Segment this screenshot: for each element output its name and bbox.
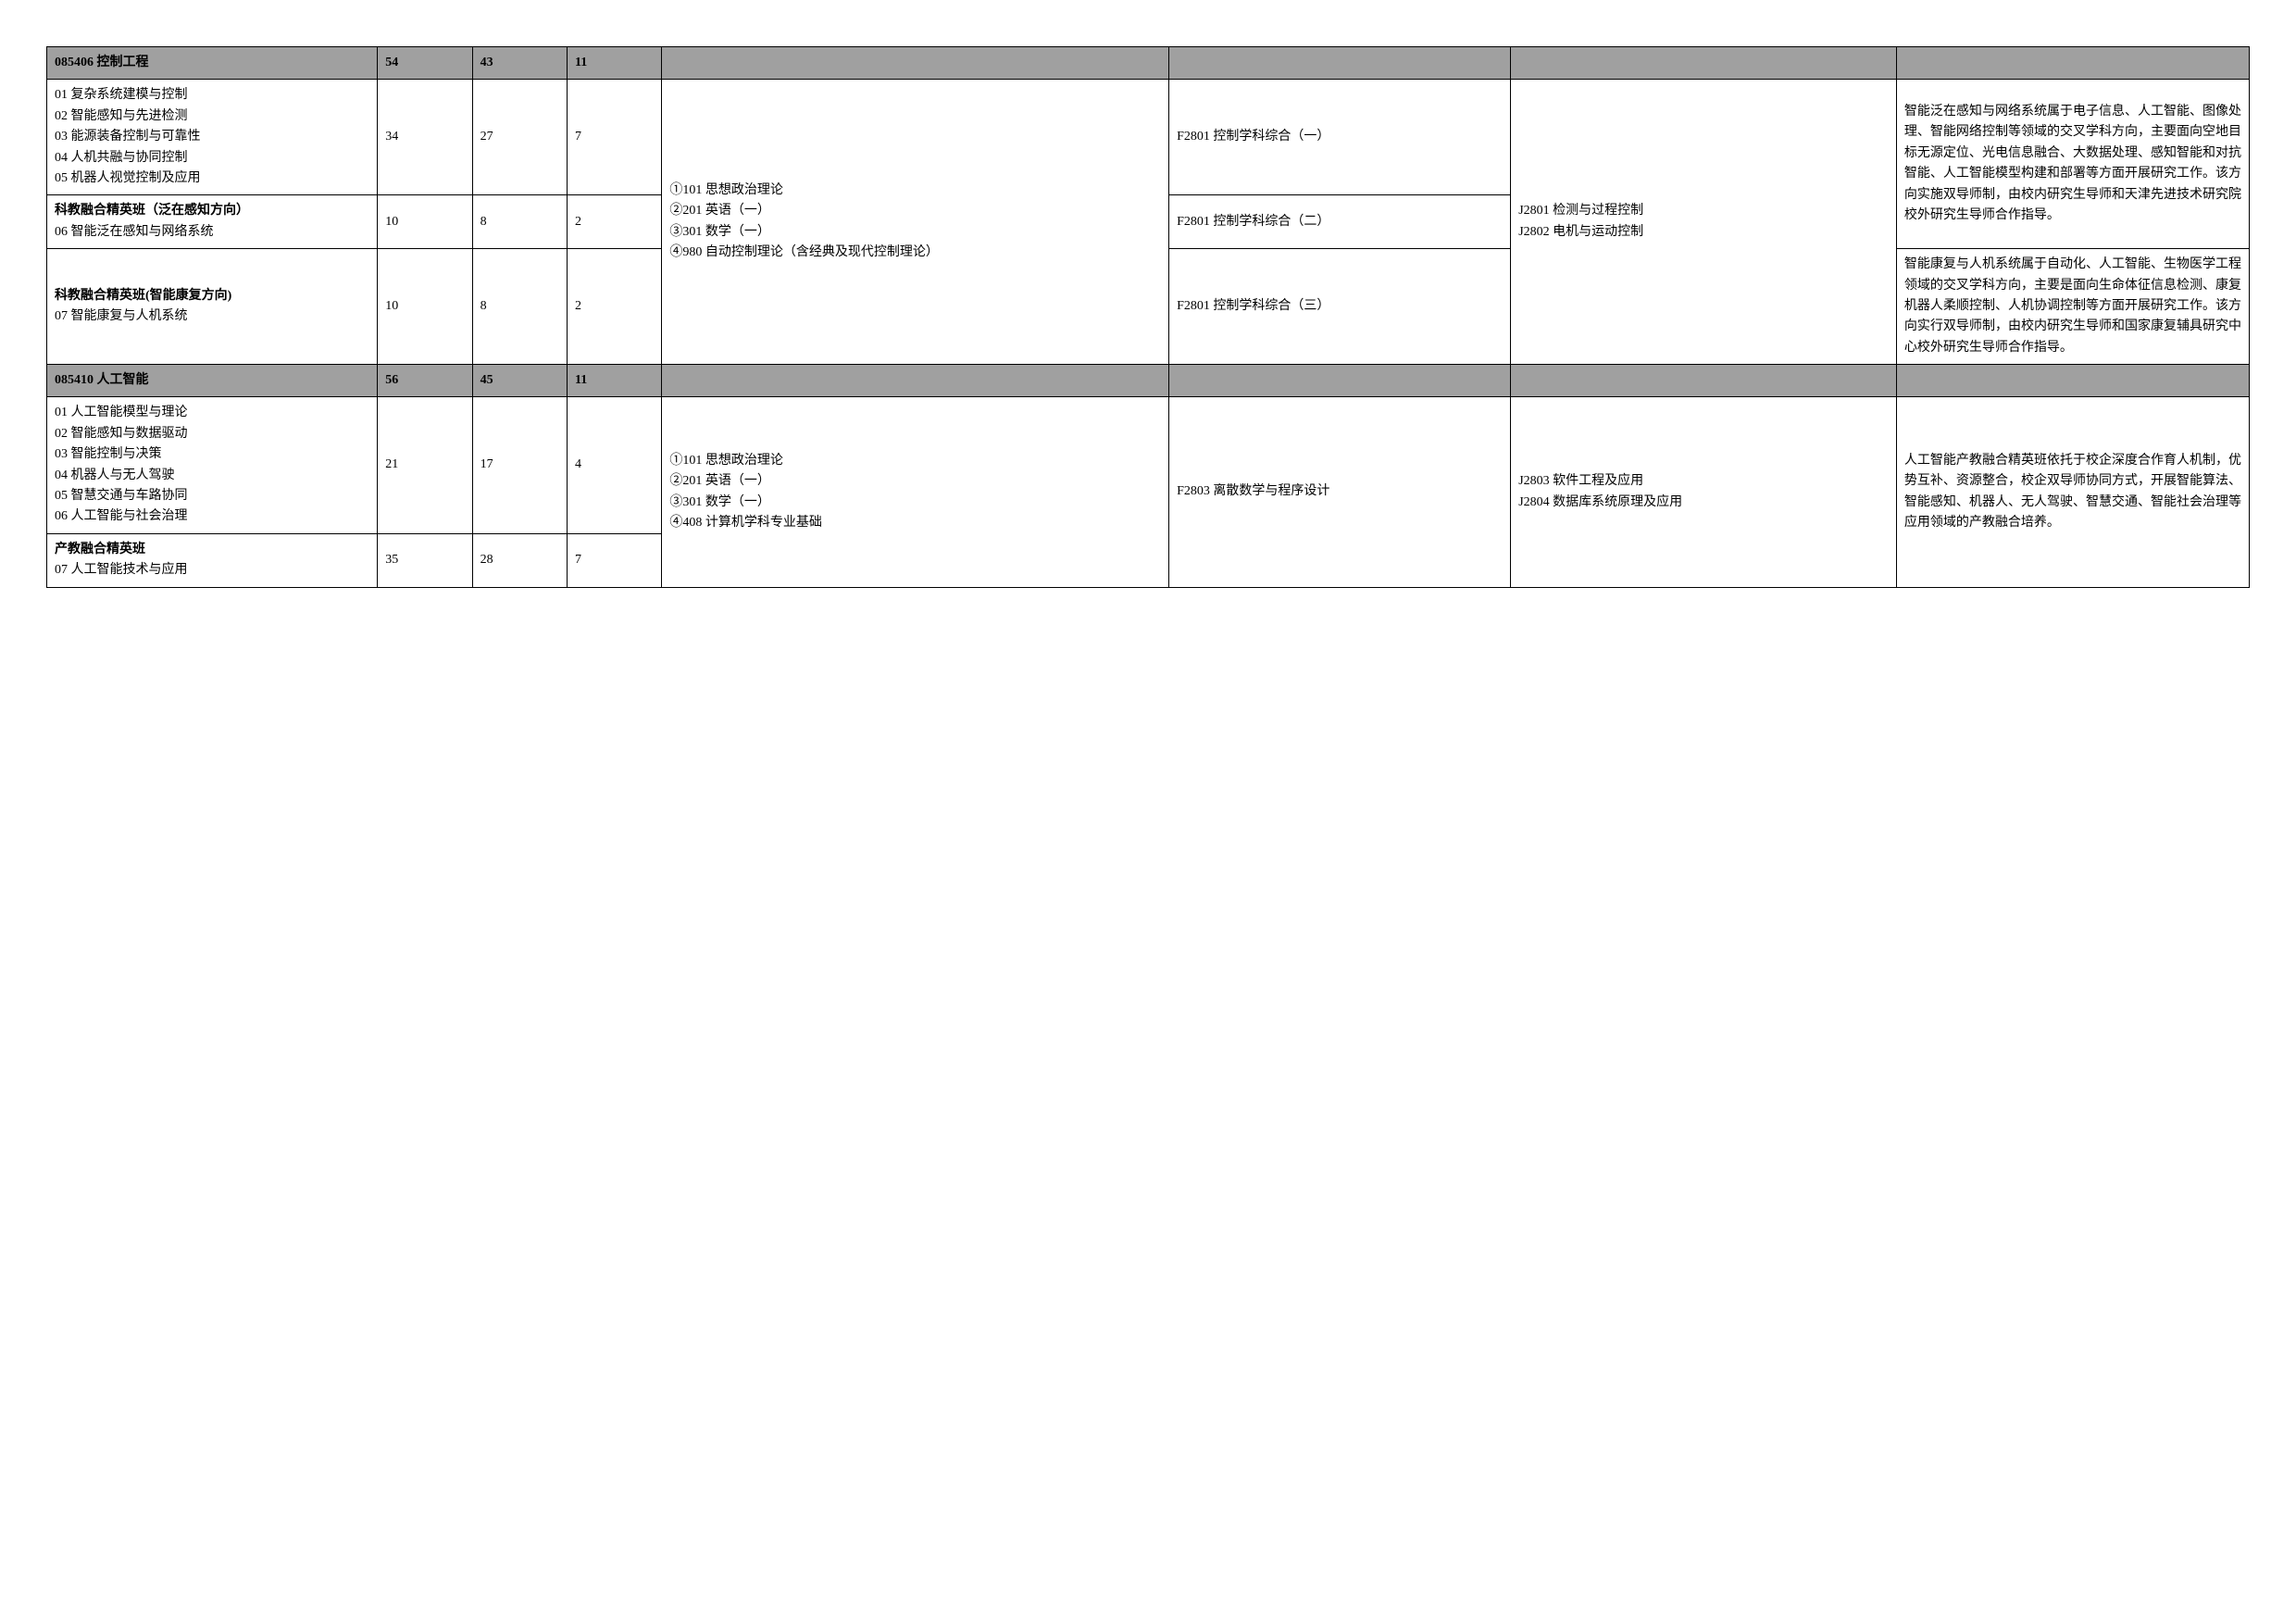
curriculum-table: 085406 控制工程 54 43 11 01 复杂系统建模与控制 02 智能感… <box>46 46 2250 588</box>
section-num-3: 11 <box>567 47 661 80</box>
section-num-1: 56 <box>378 365 472 397</box>
direction-item: 07 智能康复与人机系统 <box>55 306 369 327</box>
exam-item: ②201 英语（一） <box>669 201 1161 221</box>
direction-item: 01 复杂系统建模与控制 <box>55 85 369 106</box>
retest-cell: F2803 离散数学与程序设计 <box>1169 397 1511 587</box>
num-cell: 17 <box>472 397 567 533</box>
section-num-2: 43 <box>472 47 567 80</box>
exam-item: ④408 计算机学科专业基础 <box>669 513 1161 533</box>
direction-item: 04 人机共融与协同控制 <box>55 148 369 169</box>
section-header-085410: 085410 人工智能 56 45 11 <box>47 365 2250 397</box>
num-cell: 4 <box>567 397 661 533</box>
direction-item: 06 智能泛在感知与网络系统 <box>55 222 369 243</box>
exam-item: ④980 自动控制理论（含经典及现代控制理论） <box>669 243 1161 263</box>
num-cell: 2 <box>567 249 661 365</box>
direction-title: 科教融合精英班（泛在感知方向） <box>55 201 369 221</box>
num-cell: 8 <box>472 195 567 249</box>
num-cell: 28 <box>472 533 567 587</box>
section-note-blank <box>1896 365 2249 397</box>
equiv-item: J2803 软件工程及应用 <box>1518 471 1889 492</box>
num-cell: 21 <box>378 397 472 533</box>
direction-item: 02 智能感知与先进检测 <box>55 106 369 127</box>
section-note-blank <box>1896 47 2249 80</box>
note-cell: 人工智能产教融合精英班依托于校企深度合作育人机制，优势互补、资源整合，校企双导师… <box>1896 397 2249 587</box>
section-header-085406: 085406 控制工程 54 43 11 <box>47 47 2250 80</box>
section-retest-blank <box>1169 365 1511 397</box>
num-cell: 35 <box>378 533 472 587</box>
num-cell: 2 <box>567 195 661 249</box>
table-row: 01 人工智能模型与理论 02 智能感知与数据驱动 03 智能控制与决策 04 … <box>47 397 2250 533</box>
section-code-name: 085406 控制工程 <box>47 47 378 80</box>
num-cell: 34 <box>378 80 472 195</box>
direction-title: 产教融合精英班 <box>55 540 369 560</box>
num-cell: 8 <box>472 249 567 365</box>
note-cell: 智能康复与人机系统属于自动化、人工智能、生物医学工程领域的交叉学科方向，主要是面… <box>1896 249 2249 365</box>
equiv-cell: J2801 检测与过程控制 J2802 电机与运动控制 <box>1511 80 1897 365</box>
directions-cell: 科教融合精英班(智能康复方向) 07 智能康复与人机系统 <box>47 249 378 365</box>
exam-item: ①101 思想政治理论 <box>669 451 1161 471</box>
retest-cell: F2801 控制学科综合（二） <box>1169 195 1511 249</box>
directions-cell: 01 人工智能模型与理论 02 智能感知与数据驱动 03 智能控制与决策 04 … <box>47 397 378 533</box>
num-cell: 7 <box>567 533 661 587</box>
directions-cell: 01 复杂系统建模与控制 02 智能感知与先进检测 03 能源装备控制与可靠性 … <box>47 80 378 195</box>
equiv-item: J2804 数据库系统原理及应用 <box>1518 493 1889 513</box>
num-cell: 27 <box>472 80 567 195</box>
direction-item: 05 智慧交通与车路协同 <box>55 486 369 506</box>
retest-cell: F2801 控制学科综合（三） <box>1169 249 1511 365</box>
direction-item: 04 机器人与无人驾驶 <box>55 466 369 486</box>
note-cell: 智能泛在感知与网络系统属于电子信息、人工智能、图像处理、智能网络控制等领域的交叉… <box>1896 80 2249 249</box>
exam-item: ②201 英语（一） <box>669 471 1161 492</box>
num-cell: 10 <box>378 195 472 249</box>
directions-cell: 科教融合精英班（泛在感知方向） 06 智能泛在感知与网络系统 <box>47 195 378 249</box>
directions-cell: 产教融合精英班 07 人工智能技术与应用 <box>47 533 378 587</box>
exam-item: ③301 数学（一） <box>669 222 1161 243</box>
exam-cell: ①101 思想政治理论 ②201 英语（一） ③301 数学（一） ④980 自… <box>662 80 1169 365</box>
section-equiv-blank <box>1511 365 1897 397</box>
direction-item: 06 人工智能与社会治理 <box>55 506 369 527</box>
equiv-cell: J2803 软件工程及应用 J2804 数据库系统原理及应用 <box>1511 397 1897 587</box>
section-num-2: 45 <box>472 365 567 397</box>
direction-title: 科教融合精英班(智能康复方向) <box>55 286 369 306</box>
retest-cell: F2801 控制学科综合（一） <box>1169 80 1511 195</box>
exam-item: ①101 思想政治理论 <box>669 181 1161 201</box>
num-cell: 10 <box>378 249 472 365</box>
equiv-item: J2802 电机与运动控制 <box>1518 222 1889 243</box>
direction-item: 07 人工智能技术与应用 <box>55 560 369 581</box>
direction-item: 01 人工智能模型与理论 <box>55 403 369 423</box>
direction-item: 03 智能控制与决策 <box>55 444 369 465</box>
section-exam-blank <box>662 365 1169 397</box>
section-num-1: 54 <box>378 47 472 80</box>
section-retest-blank <box>1169 47 1511 80</box>
equiv-item: J2801 检测与过程控制 <box>1518 201 1889 221</box>
table-row: 01 复杂系统建模与控制 02 智能感知与先进检测 03 能源装备控制与可靠性 … <box>47 80 2250 195</box>
direction-item: 03 能源装备控制与可靠性 <box>55 127 369 147</box>
exam-cell: ①101 思想政治理论 ②201 英语（一） ③301 数学（一） ④408 计… <box>662 397 1169 587</box>
exam-item: ③301 数学（一） <box>669 493 1161 513</box>
section-equiv-blank <box>1511 47 1897 80</box>
section-exam-blank <box>662 47 1169 80</box>
direction-item: 02 智能感知与数据驱动 <box>55 424 369 444</box>
num-cell: 7 <box>567 80 661 195</box>
section-code-name: 085410 人工智能 <box>47 365 378 397</box>
section-num-3: 11 <box>567 365 661 397</box>
direction-item: 05 机器人视觉控制及应用 <box>55 169 369 189</box>
